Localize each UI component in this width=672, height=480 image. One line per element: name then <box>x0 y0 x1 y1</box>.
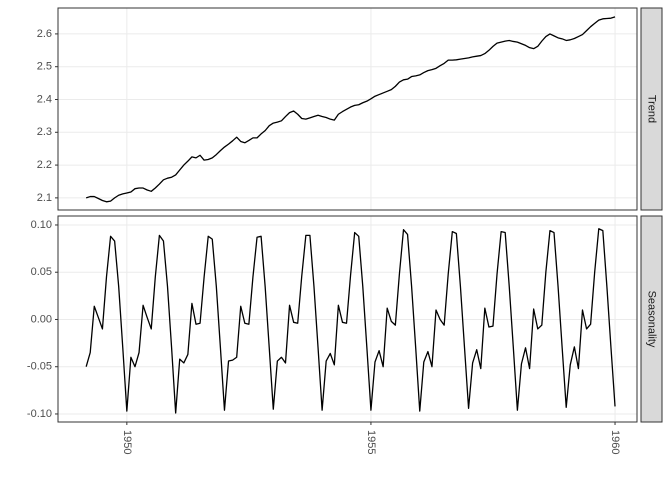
facet-strip <box>640 215 663 423</box>
x-tick-label: 1960 <box>609 430 621 454</box>
facet-strip <box>640 7 663 211</box>
y-tick-label: 2.1 <box>37 192 52 204</box>
x-tick-label: 1955 <box>365 430 377 454</box>
x-tick-label: 1950 <box>121 430 133 454</box>
y-tick-label: -0.10 <box>27 408 52 420</box>
panel-border <box>57 215 638 423</box>
y-tick-label: 2.6 <box>37 28 52 40</box>
facet-label: Seasonality <box>646 291 658 348</box>
y-tick-label: 0.00 <box>31 313 52 325</box>
y-tick-label: 2.5 <box>37 61 52 73</box>
y-tick-label: 2.4 <box>37 93 52 105</box>
y-tick-label: 0.10 <box>31 219 52 231</box>
y-tick-label: 0.05 <box>31 266 52 278</box>
facet-label: Trend <box>646 95 658 123</box>
y-tick-label: -0.05 <box>27 361 52 373</box>
line <box>85 228 616 414</box>
line <box>85 16 616 203</box>
y-tick-label: 2.2 <box>37 159 52 171</box>
panel-border <box>57 7 638 211</box>
y-tick-label: 2.3 <box>37 126 52 138</box>
